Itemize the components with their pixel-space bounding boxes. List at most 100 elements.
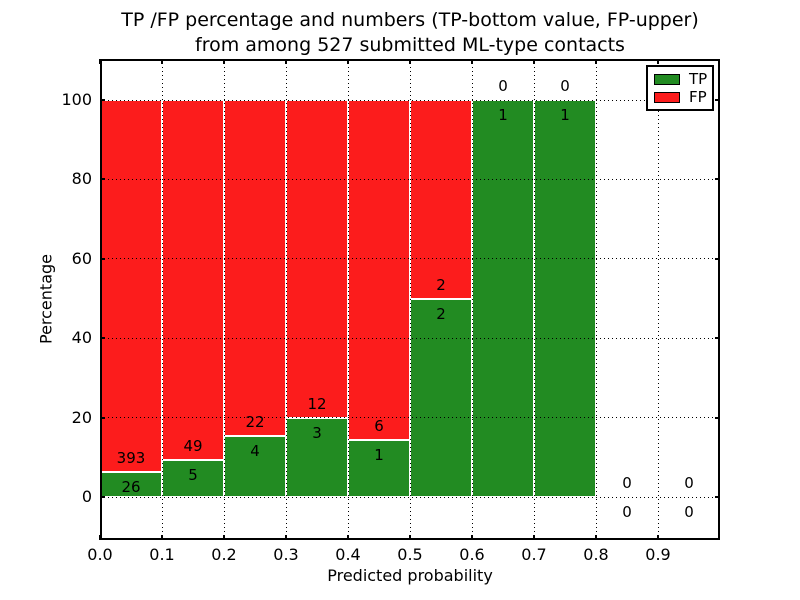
legend-swatch-fp — [654, 91, 680, 103]
x-axis-label: Predicted probability — [327, 566, 493, 585]
x-tick-top — [533, 59, 535, 64]
y-tick-left — [100, 178, 105, 181]
y-tick-right — [715, 416, 720, 419]
horizontal-gridline — [100, 258, 720, 260]
grid-layer — [100, 59, 720, 540]
horizontal-gridline — [100, 417, 720, 419]
vertical-gridline — [347, 59, 349, 540]
fp-count-label: 0 — [622, 474, 632, 492]
fp-count-label: 0 — [560, 77, 570, 95]
plot-area: 0.0 0.1 0.2 0.3 0.4 0.5 0.6 0.7 0.8 0.9 0 20 40 60 80 1… — [61, 59, 720, 585]
legend-swatch-tp — [654, 73, 680, 85]
vertical-gridline — [595, 59, 597, 540]
y-tick-left — [100, 337, 105, 340]
x-tick-label: 0.5 — [397, 545, 423, 564]
ticks-layer: 0.0 0.1 0.2 0.3 0.4 0.5 0.6 0.7 0.8 0.9 0 20 40 60 80 1… — [61, 59, 720, 564]
tp-count-label: 0 — [622, 503, 632, 521]
x-tick-label: 0.9 — [645, 545, 671, 564]
bar-count-labels-layer: 393 26 49 5 22 4 12 3 6 1 2 2 0 1 0 1 0 0 0 0 — [100, 59, 720, 540]
legend-label-tp: TP — [689, 69, 708, 88]
x-tick-bottom — [409, 535, 411, 540]
fp-bar-segment — [410, 100, 472, 299]
y-tick-left — [100, 496, 105, 498]
tp-count-label: 1 — [498, 106, 508, 124]
vertical-gridline — [409, 59, 411, 540]
chart-title-line-2: from among 527 submitted ML-type contact… — [195, 34, 625, 56]
tp-count-label: 0 — [684, 503, 694, 521]
vertical-gridline — [657, 59, 659, 540]
legend-entry-fp: FP — [654, 89, 712, 105]
x-tick-label: 0.2 — [211, 545, 237, 564]
horizontal-gridline — [100, 178, 720, 180]
horizontal-gridline — [100, 337, 720, 339]
tp-count-label: 5 — [188, 466, 198, 485]
fp-count-label: 0 — [684, 474, 694, 492]
vertical-gridline — [471, 59, 473, 540]
fp-count-label: 22 — [245, 412, 265, 431]
x-tick-top — [409, 59, 411, 64]
y-tick-left — [100, 416, 105, 419]
y-tick-label: 80 — [71, 169, 92, 189]
x-tick-bottom — [223, 535, 225, 540]
horizontal-gridline — [100, 99, 720, 101]
x-tick-label: 0.1 — [149, 545, 175, 564]
x-tick-top — [161, 59, 163, 64]
x-tick-top — [657, 59, 659, 64]
tp-count-label: 1 — [374, 446, 384, 465]
x-tick-top — [471, 59, 473, 64]
fp-bar-segment — [348, 100, 410, 441]
vertical-gridline — [285, 59, 287, 540]
legend: TP FP — [646, 65, 714, 111]
x-tick-top — [595, 59, 597, 64]
tp-bar-segment — [224, 435, 286, 497]
tp-bar-segment — [286, 417, 348, 497]
fp-count-label: 393 — [116, 449, 146, 468]
y-tick-right — [715, 337, 720, 340]
x-tick-bottom — [595, 535, 597, 540]
chart-title-line-1: TP /FP percentage and numbers (TP-bottom… — [121, 9, 699, 31]
y-tick-label: 40 — [71, 328, 92, 348]
x-tick-top — [285, 59, 287, 64]
legend-entry-tp: TP — [654, 71, 712, 87]
y-tick-right — [715, 257, 720, 260]
horizontal-gridline — [100, 496, 720, 498]
fp-bar-segment — [100, 100, 162, 473]
y-tick-left — [100, 99, 105, 101]
fp-count-label: 49 — [183, 437, 203, 456]
tp-bar-segment — [162, 460, 224, 497]
x-tick-bottom — [161, 535, 163, 540]
y-tick-label: 20 — [71, 407, 92, 427]
tp-bar-segment — [472, 100, 534, 497]
x-tick-bottom — [533, 535, 535, 540]
fp-count-label: 0 — [498, 77, 508, 95]
y-tick-label: 100 — [61, 90, 92, 109]
tp-count-label: 1 — [560, 106, 570, 124]
fp-count-label: 6 — [374, 417, 384, 436]
tp-bar-segment — [100, 472, 162, 497]
tp-count-label: 26 — [121, 478, 141, 497]
y-tick-label: 0 — [81, 487, 92, 506]
y-tick-label: 60 — [71, 248, 92, 268]
y-tick-right — [715, 178, 720, 181]
x-tick-label: 0.6 — [459, 545, 485, 564]
legend-label-fp: FP — [689, 87, 707, 106]
y-tick-right — [715, 99, 720, 101]
tp-count-label: 3 — [312, 423, 322, 442]
x-tick-bottom — [471, 535, 473, 540]
x-tick-label: 0.4 — [335, 545, 361, 564]
fp-count-label: 12 — [307, 394, 327, 413]
x-tick-label: 0.7 — [521, 545, 547, 564]
x-tick-label: 0.0 — [87, 545, 113, 564]
y-tick-left — [100, 257, 105, 260]
x-tick-bottom — [285, 535, 287, 540]
x-tick-bottom — [347, 535, 349, 540]
x-tick-bottom — [657, 535, 659, 540]
x-tick-top — [347, 59, 349, 64]
tp-bar-segment — [348, 440, 410, 497]
fp-bar-segment — [224, 100, 286, 436]
x-tick-label: 0.3 — [273, 545, 299, 564]
bars-layer — [100, 59, 720, 540]
x-tick-top — [223, 59, 225, 64]
x-tick-label: 0.8 — [583, 545, 609, 564]
